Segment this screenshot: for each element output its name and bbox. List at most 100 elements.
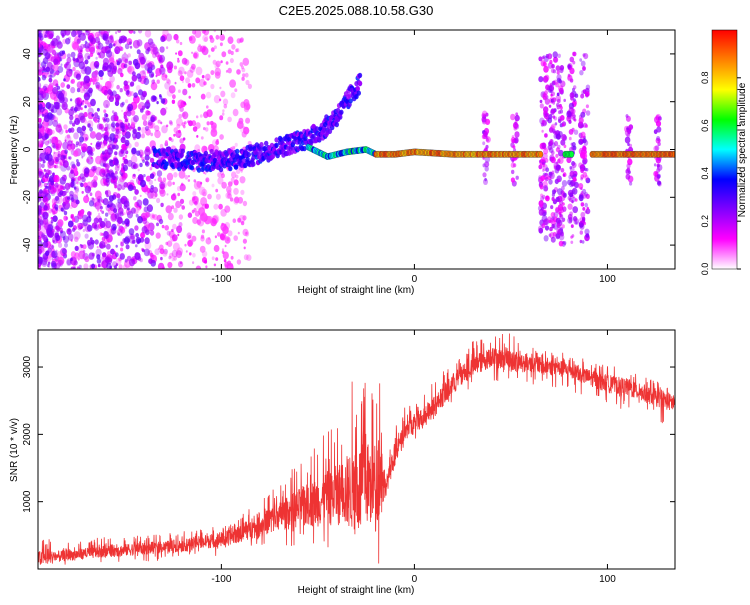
spectrogram-noise-mark [97,119,100,123]
spectrogram-noise-mark [165,205,173,214]
spectrogram-noise-mark [77,222,82,229]
spectrogram-noise-mark [207,193,212,200]
spectrogram-noise-mark [140,179,146,188]
spectrogram-broadband-mark [580,111,586,118]
spectrogram-ridge-mark [264,140,269,146]
spectrogram-noise-mark [112,43,116,47]
spectrogram-broadband-mark [550,109,555,115]
spectrogram-broadband-mark [542,163,545,168]
spectrogram-broadband-mark [570,240,574,244]
spectrogram-broadband-mark [569,146,574,153]
spectrogram-noise-mark [38,61,41,68]
spectrogram-noise-mark [75,57,79,63]
spectrogram-noise-mark [95,64,99,69]
spectrogram-noise-mark [135,232,140,238]
spectrogram-ridge-mark [228,166,233,172]
spectrogram-noise-mark [167,212,174,221]
spectrogram-noise-mark [43,114,50,123]
spectrogram-broadband-mark [485,144,489,149]
spectrogram-noise-mark [129,258,135,267]
spectrogram-noise-mark [69,114,74,121]
spectrogram-noise-mark [76,181,79,185]
spectrogram-noise-mark [77,30,83,36]
spectrogram-noise-mark [176,39,180,44]
spectrogram-noise-mark [80,151,86,158]
spectrogram-noise-mark [187,83,192,88]
spectrogram-noise-mark [96,258,101,264]
spectrogram-broadband-mark [513,137,519,144]
spectrogram-ridge-mark [274,142,279,148]
spectrogram-broadband-mark [585,177,591,184]
spectrogram-noise-mark [245,79,250,86]
spectrogram-broadband-mark [553,141,559,147]
spectrogram-noise-mark [236,120,244,129]
spectrogram-broadband-mark [123,172,128,179]
spectrogram-noise-mark [82,88,85,92]
spectrogram-broadband-mark [578,162,583,168]
spectrogram-noise-mark [213,45,217,50]
spectrogram-noise-mark [184,174,189,180]
spectrogram-noise-mark [233,235,238,242]
spectrogram-noise-mark [133,115,139,123]
spectrogram-noise-mark [178,114,182,119]
spectrogram-noise-mark [44,133,50,140]
spectrogram-noise-mark [107,147,113,155]
spectrogram-noise-mark [158,54,166,63]
spectrogram-broadband-mark [483,178,488,185]
spectrogram-broadband-mark [581,164,585,168]
spectrogram-noise-mark [242,215,247,221]
colorbar-tick-label: 0.4 [700,167,710,180]
spectrogram-noise-mark [246,254,252,261]
spectrogram-broadband-mark [628,124,634,130]
spectrogram-broadband-mark [578,222,584,229]
spectrogram-broadband-mark [547,53,553,60]
spectrogram-noise-mark [132,132,137,139]
spectrogram-noise-mark [191,63,196,70]
spectrogram-broadband-mark [550,91,556,97]
spectrogram-noise-mark [84,99,89,105]
spectrogram-noise-mark [146,204,153,213]
spectrogram-noise-mark [60,207,64,212]
spectrogram-ridge-mark [309,138,314,144]
spectrogram-noise-mark [38,140,44,148]
spectrogram-noise-mark [137,174,144,182]
spectrogram-noise-mark [39,219,47,228]
spectrogram-noise-mark [139,154,143,158]
spectrogram-noise-mark [66,134,71,139]
spectrogram-noise-mark [72,41,80,51]
spectrogram-ridge-mark [164,161,169,167]
spectrogram-ridge-mark [251,155,256,161]
spectrogram-noise-mark [83,111,88,118]
spectrogram-noise-mark [63,78,66,82]
spectrogram-broadband-mark [548,127,554,133]
spectrogram-noise-mark [62,186,66,191]
spectrogram-noise-mark [220,209,227,217]
spectrogram-ridge-mark [354,94,359,100]
snr-x-tick-label: 0 [412,574,418,585]
spectrogram-noise-mark [101,232,104,236]
spectrogram-noise-mark [158,218,164,225]
spectrogram-noise-mark [128,228,135,236]
spectrogram-broadband-mark [566,156,572,164]
spectrogram-noise-mark [191,120,197,127]
spectrogram-noise-mark [82,249,86,253]
spectrogram-noise-mark [172,223,177,230]
spectrogram-noise-mark [136,39,143,47]
spectrogram-noise-mark [200,181,203,185]
spectrogram-noise-mark [162,177,167,183]
spectrogram-noise-mark [38,144,43,151]
spectrogram-noise-mark [212,214,220,224]
spectrogram-noise-mark [125,244,130,250]
spectrogram-noise-mark [62,236,66,241]
spectrogram-broadband-mark [485,112,489,117]
spectrogram-noise-mark [52,172,55,176]
spectrogram-ridge-mark [274,137,279,143]
spectrogram-noise-mark [164,225,169,231]
spectrogram-noise-mark [142,92,147,98]
spectrogram-noise-mark [152,46,159,55]
spectrogram-noise-mark [108,42,113,49]
spectrogram-noise-mark [90,142,93,146]
spectrogram-broadband-mark [580,60,586,67]
spectrogram-noise-mark [188,235,192,239]
